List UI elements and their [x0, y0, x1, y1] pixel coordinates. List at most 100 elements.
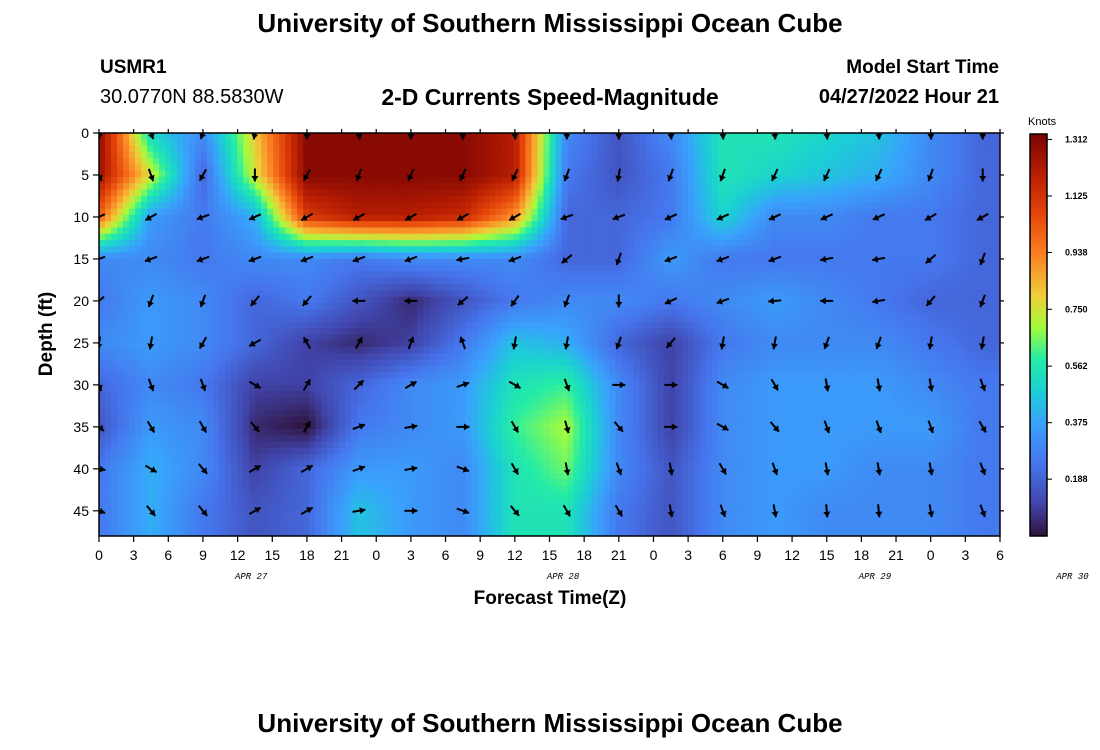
heatmap-cell — [135, 340, 142, 348]
heatmap-cell — [753, 208, 761, 216]
heatmap-cell — [885, 334, 893, 342]
heatmap-cell — [837, 158, 845, 166]
heatmap-cell — [873, 277, 881, 285]
heatmap-cell — [309, 214, 316, 222]
heatmap-cell — [801, 158, 809, 166]
heatmap-cell — [513, 189, 521, 197]
heatmap-cell — [633, 334, 641, 342]
heatmap-cell — [591, 296, 599, 304]
heatmap-cell — [417, 177, 424, 184]
heatmap-cell — [393, 189, 400, 197]
heatmap-cell — [951, 334, 959, 342]
heatmap-cell — [525, 214, 533, 222]
heatmap-cell — [213, 158, 220, 166]
heatmap-cell — [315, 133, 322, 140]
heatmap-cell — [435, 277, 442, 285]
heatmap-cell — [381, 208, 388, 216]
heatmap-cell — [255, 233, 262, 241]
heatmap-cell — [567, 246, 575, 254]
heatmap-cell — [285, 240, 292, 247]
heatmap-cell — [183, 202, 190, 210]
heatmap-cell — [453, 265, 460, 273]
heatmap-cell — [975, 328, 983, 336]
heatmap-cell — [213, 321, 220, 329]
heatmap-cell — [531, 189, 539, 197]
heatmap-cell — [753, 177, 761, 184]
heatmap-cell — [897, 214, 905, 222]
heatmap-cell — [693, 315, 701, 323]
heatmap-cell — [549, 315, 557, 323]
heatmap-cell — [111, 265, 118, 273]
heatmap-cell — [225, 139, 232, 147]
heatmap-cell — [303, 145, 310, 153]
heatmap-cell — [255, 240, 262, 247]
heatmap-cell — [669, 145, 677, 153]
heatmap-cell — [723, 309, 731, 317]
heatmap-cell — [105, 183, 112, 191]
heatmap-cell — [711, 183, 719, 191]
heatmap-cell — [993, 271, 1000, 279]
heatmap-cell — [99, 158, 106, 166]
heatmap-cell — [945, 139, 953, 147]
heatmap-cell — [495, 321, 503, 329]
heatmap-cell — [123, 340, 130, 348]
heatmap-cell — [621, 158, 629, 166]
heatmap-cell — [561, 164, 569, 172]
heatmap-cell — [369, 284, 376, 292]
heatmap-cell — [225, 315, 232, 323]
heatmap-cell — [591, 328, 599, 336]
heatmap-cell — [693, 252, 701, 260]
heatmap-cell — [333, 183, 340, 191]
heatmap-cell — [501, 240, 509, 247]
heatmap-cell — [645, 303, 653, 310]
heatmap-cell — [855, 296, 863, 304]
heatmap-cell — [939, 252, 947, 260]
heatmap-cell — [381, 227, 388, 235]
heatmap-cell — [501, 151, 509, 159]
heatmap-cell — [927, 328, 935, 336]
heatmap-cell — [843, 284, 851, 292]
heatmap-cell — [267, 340, 274, 348]
heatmap-cell — [975, 321, 983, 329]
heatmap-cell — [645, 139, 653, 147]
heatmap-cell — [135, 303, 142, 310]
heatmap-cell — [231, 246, 238, 254]
heatmap-cell — [609, 246, 617, 254]
heatmap-cell — [183, 328, 190, 336]
heatmap-cell — [531, 208, 539, 216]
heatmap-cell — [651, 284, 659, 292]
heatmap-cell — [627, 145, 635, 153]
heatmap-cell — [483, 195, 491, 203]
heatmap-cell — [165, 277, 172, 285]
heatmap-cell — [237, 296, 244, 304]
heatmap-cell — [387, 252, 394, 260]
heatmap-cell — [585, 170, 593, 178]
heatmap-cell — [111, 328, 118, 336]
heatmap-cell — [825, 321, 833, 329]
heatmap-cell — [861, 145, 869, 153]
heatmap-cell — [723, 189, 731, 197]
heatmap-cell — [165, 296, 172, 304]
heatmap-cell — [657, 284, 665, 292]
heatmap-cell — [171, 183, 178, 191]
heatmap-cell — [945, 265, 953, 273]
heatmap-cell — [579, 240, 587, 247]
heatmap-cell — [219, 265, 226, 273]
heatmap-cell — [615, 315, 623, 323]
heatmap-cell — [945, 303, 953, 310]
heatmap-cell — [159, 145, 166, 153]
heatmap-cell — [279, 265, 286, 273]
heatmap-cell — [285, 246, 292, 254]
heatmap-cell — [675, 202, 683, 210]
heatmap-cell — [351, 177, 358, 184]
heatmap-cell — [597, 233, 605, 241]
heatmap-cell — [705, 139, 713, 147]
heatmap-cell — [177, 227, 184, 235]
heatmap-cell — [135, 284, 142, 292]
heatmap-cell — [243, 271, 250, 279]
heatmap-cell — [459, 221, 467, 229]
heatmap-cell — [555, 221, 563, 229]
heatmap-cell — [789, 195, 797, 203]
heatmap-cell — [375, 246, 382, 254]
heatmap-cell — [633, 290, 641, 298]
